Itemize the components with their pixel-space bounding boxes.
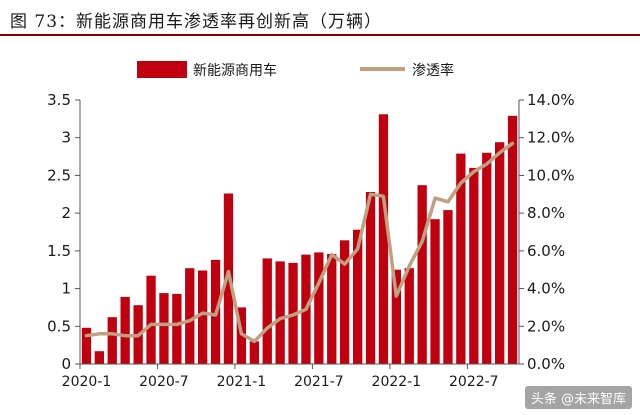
bar — [340, 240, 350, 364]
bar — [198, 270, 208, 364]
bar — [314, 252, 324, 364]
bar — [443, 210, 453, 364]
right-tick-label: 8.0% — [527, 204, 565, 222]
bar — [482, 152, 492, 364]
chart-legend: 新能源商用车 渗透率 — [137, 61, 454, 79]
chart-title: 图 73：新能源商用车渗透率再创新高（万辆） — [10, 12, 383, 32]
right-tick-label: 0.0% — [527, 355, 565, 373]
legend-label-line: 渗透率 — [412, 62, 454, 79]
left-tick-label: 0.5 — [47, 317, 71, 335]
bar — [327, 253, 337, 364]
bar — [146, 275, 156, 364]
legend-swatch-bar — [137, 61, 187, 78]
bar — [391, 269, 401, 364]
bar — [507, 115, 518, 364]
bar — [353, 229, 363, 364]
x-tick-label: 2022-1 — [372, 374, 422, 390]
bar — [495, 142, 505, 364]
x-tick-label: 2020-1 — [62, 374, 112, 390]
line-series — [84, 141, 515, 344]
legend-label-bar: 新能源商用车 — [193, 62, 277, 79]
left-tick-label: 3 — [61, 129, 71, 147]
bar — [94, 351, 104, 364]
right-tick-label: 6.0% — [527, 242, 565, 260]
figure-header: 图 73：新能源商用车渗透率再创新高（万辆） — [0, 0, 640, 36]
bar — [159, 293, 169, 364]
right-tick-label: 12.0% — [527, 129, 575, 147]
bar — [365, 192, 376, 364]
x-tick-label: 2022-7 — [449, 374, 499, 390]
watermark: 头条 @未来智库 — [524, 386, 632, 409]
right-tick-label: 4.0% — [527, 280, 565, 298]
bar — [456, 153, 466, 364]
bar — [249, 341, 259, 364]
x-tick-label: 2020-7 — [139, 374, 189, 390]
penetration-line — [84, 141, 515, 344]
left-tick-label: 1.5 — [47, 242, 71, 260]
left-tick-label: 1 — [61, 280, 71, 298]
bar — [262, 258, 272, 364]
right-tick-label: 2.0% — [527, 317, 565, 335]
chart-canvas: 新能源商用车 渗透率 0 0.0%0.5 2.0%1 4.0%1.5 6.0%2 8.0%2… — [47, 61, 575, 390]
left-tick-label: 2.5 — [47, 166, 71, 184]
x-tick-label: 2021-1 — [217, 374, 267, 390]
bar — [469, 167, 479, 364]
title-divider — [0, 34, 640, 36]
left-tick-label: 3.5 — [47, 91, 71, 109]
left-tick-label: 0 — [61, 355, 71, 373]
bar — [120, 296, 130, 364]
bar — [417, 185, 427, 364]
bar — [172, 293, 182, 364]
bar — [81, 327, 92, 364]
bar — [275, 261, 285, 364]
right-tick-label: 14.0% — [527, 91, 575, 109]
bar — [378, 114, 389, 364]
bar — [430, 219, 440, 364]
x-tick-label: 2021-7 — [294, 374, 344, 390]
chart-axes: 0 0.0%0.5 2.0%1 4.0%1.5 6.0%2 8.0%2.5 10.0%3 12… — [47, 91, 575, 390]
right-tick-label: 10.0% — [527, 166, 575, 184]
left-tick-label: 2 — [61, 204, 71, 222]
bar — [185, 268, 195, 364]
bar — [107, 317, 117, 364]
bar — [404, 268, 414, 364]
